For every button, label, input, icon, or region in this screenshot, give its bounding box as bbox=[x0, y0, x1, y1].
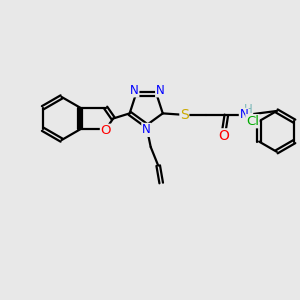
Text: O: O bbox=[218, 129, 229, 143]
Text: H: H bbox=[244, 103, 253, 116]
Text: N: N bbox=[156, 84, 164, 97]
Text: S: S bbox=[180, 108, 189, 122]
Text: N: N bbox=[142, 123, 151, 136]
Text: O: O bbox=[100, 124, 111, 137]
Text: Cl: Cl bbox=[246, 115, 259, 128]
Text: N: N bbox=[239, 108, 248, 122]
Text: N: N bbox=[130, 84, 139, 97]
